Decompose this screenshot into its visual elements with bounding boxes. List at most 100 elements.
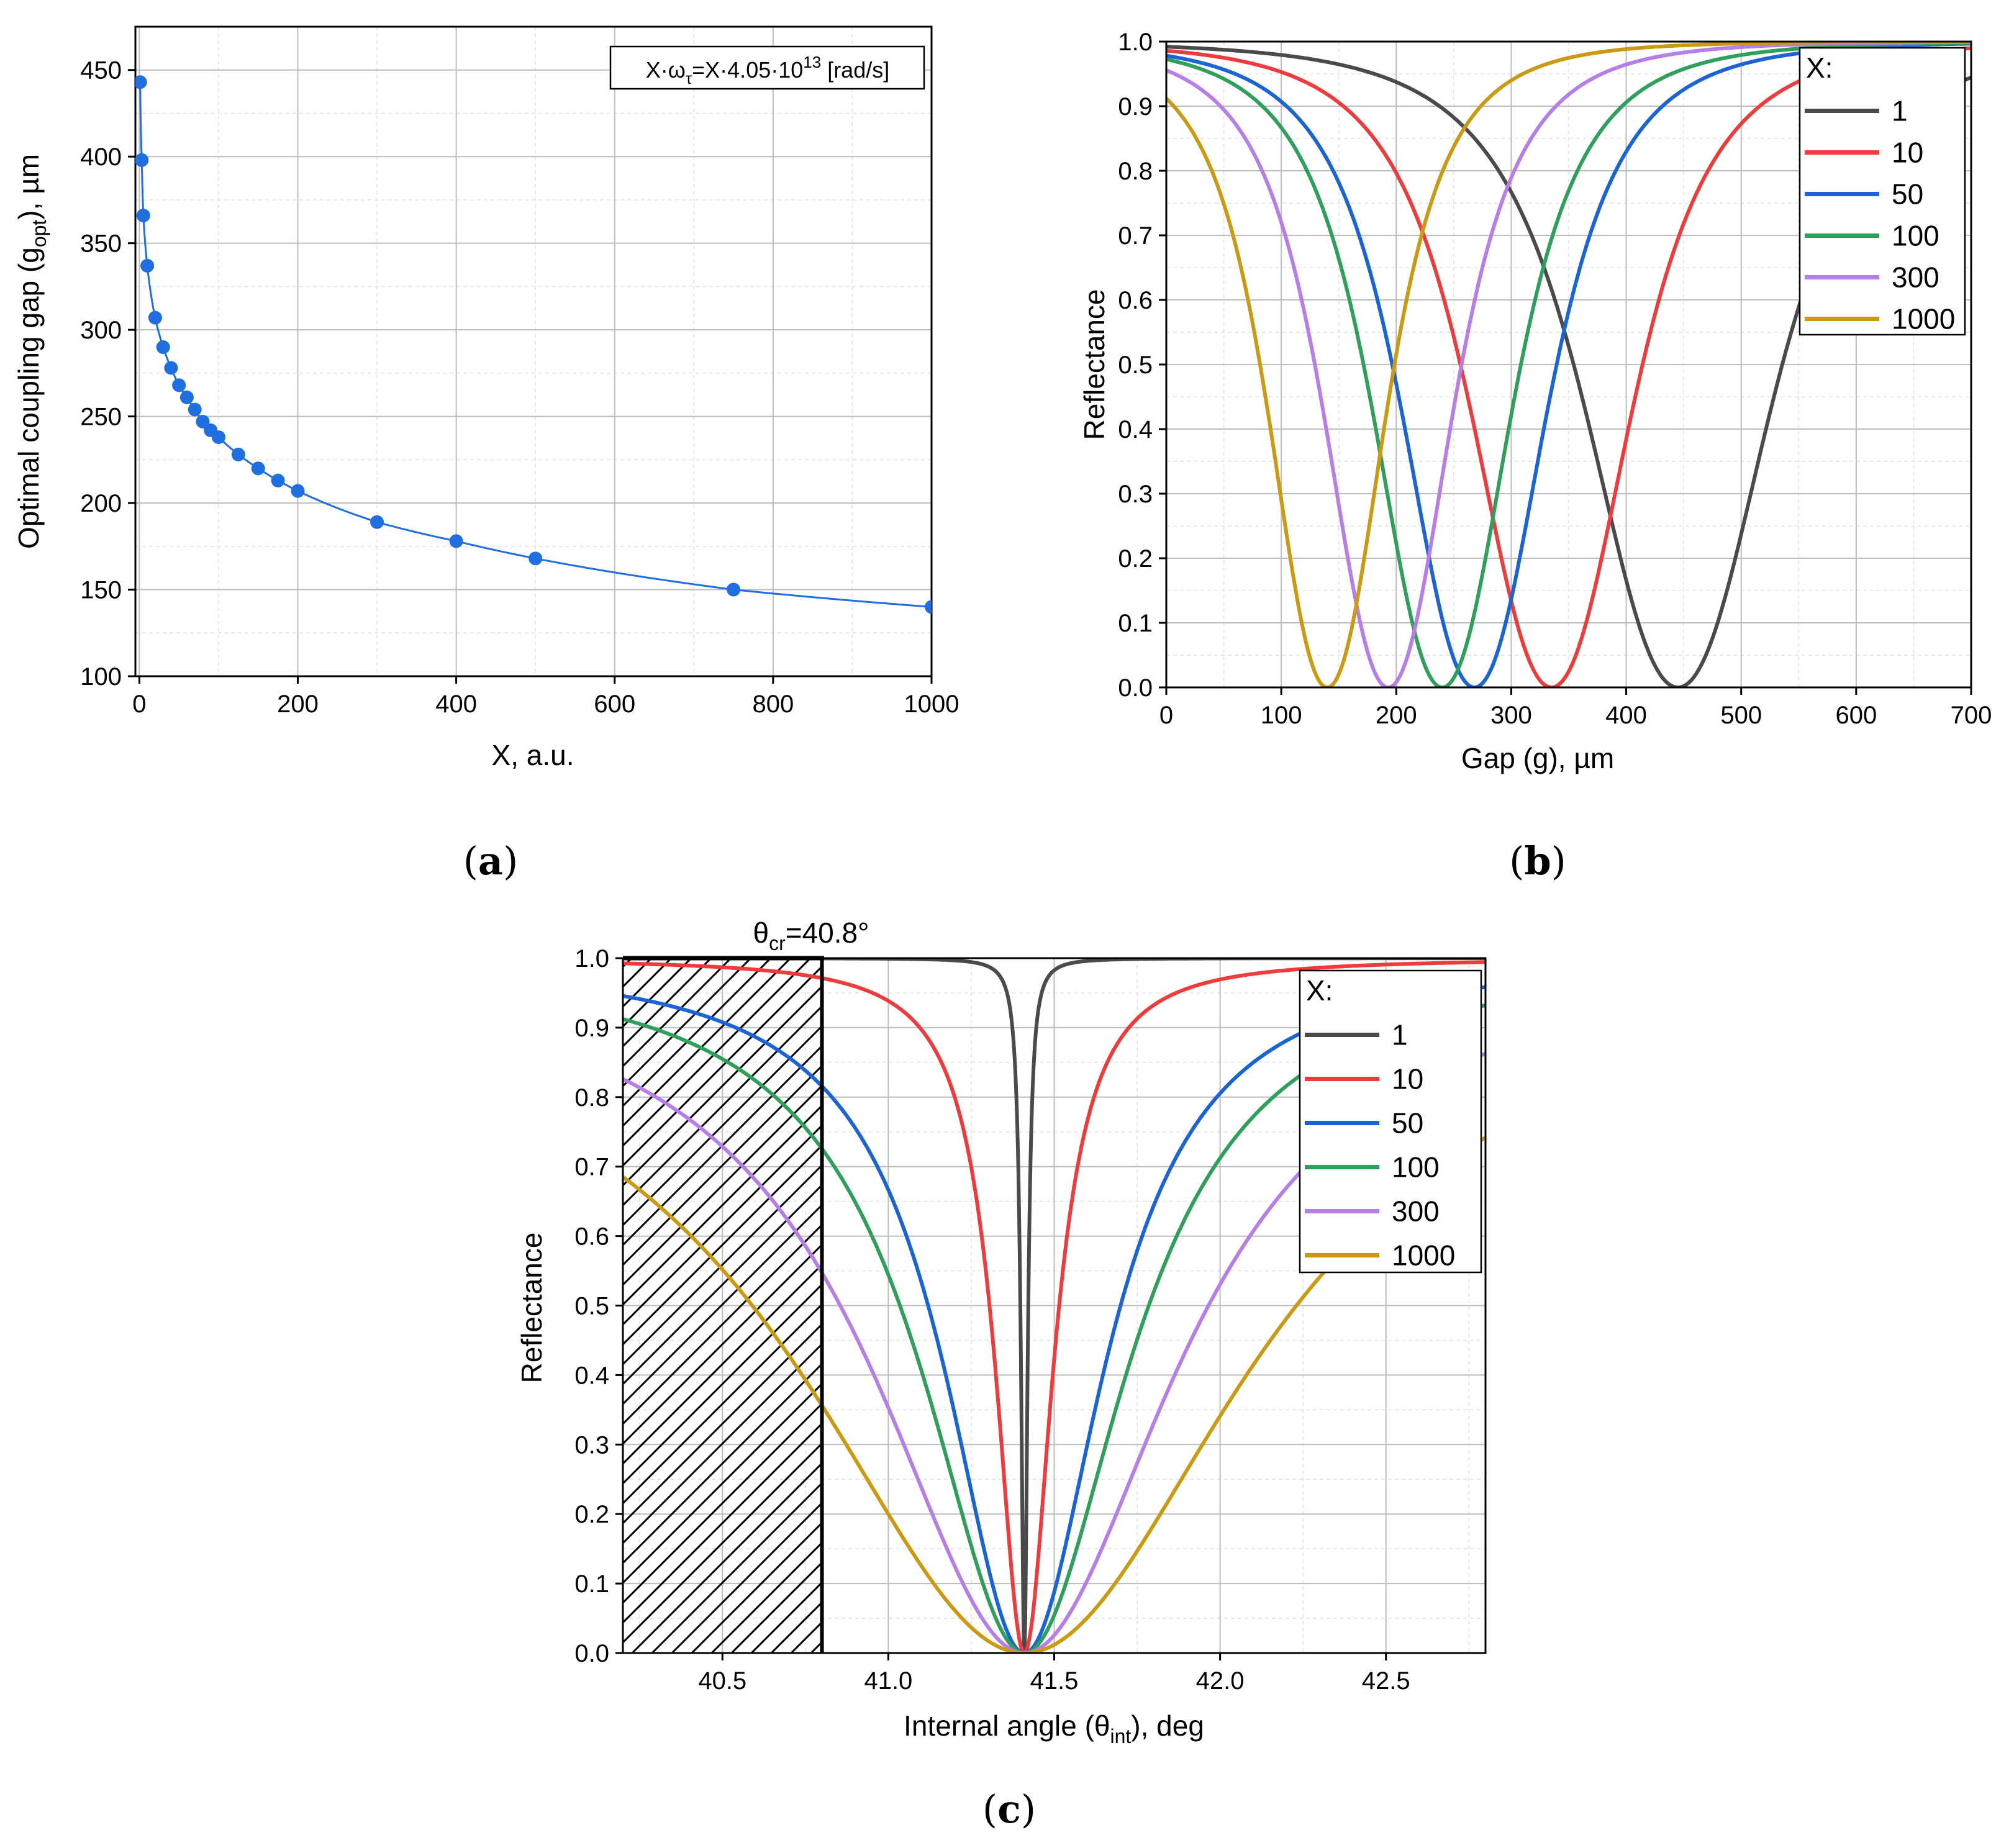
legend-label-1000: 1000: [1392, 1239, 1455, 1272]
a-annotation-box: [609, 45, 925, 90]
b-ytick-label: 0.6: [1118, 287, 1153, 314]
b-ylabel: Reflectance: [1078, 289, 1110, 440]
a-xtick-label: 200: [277, 691, 319, 718]
a-grid: [135, 27, 932, 677]
a-ytick-label: 350: [80, 230, 122, 258]
a-data-point: [179, 390, 194, 404]
b-series-100: [1166, 42, 1971, 687]
c-series-10: [623, 960, 1486, 1653]
a-data-point: [148, 310, 162, 325]
a-ytick-label: 400: [80, 143, 122, 171]
b-xtick-label: 400: [1605, 702, 1647, 729]
b-ytick-label: 0.0: [1118, 674, 1153, 702]
a-ticks: 0 200 400 600 800 1000 100 150 200 250 300 350 400 45…: [80, 57, 959, 718]
caption-a: (a): [463, 838, 519, 884]
a-data-point: [188, 402, 202, 417]
c-ticks: 40.5 41.0 41.5 42.0 42.5 0.0 0.1 0.2 0.3 0.4 0.5 0.…: [574, 945, 1410, 1695]
a-ytick-label: 300: [80, 317, 122, 344]
c-ytick-label: 0.7: [574, 1154, 609, 1181]
panel-c-chart: 40.5 41.0 41.5 42.0 42.5 0.0 0.1 0.2 0.3 0.4 0.5 0.…: [515, 917, 1487, 1832]
b-ytick-label: 0.1: [1118, 610, 1153, 637]
b-ticks: 0 100 200 300 400 500 600 700 0.0 0.1 0.2 0.3 0.4 0.5…: [1118, 29, 1992, 729]
b-ytick-label: 0.9: [1118, 93, 1153, 120]
a-xtick-label: 400: [435, 691, 477, 718]
a-ylabel: Optimal coupling gap (gopt), µm: [12, 154, 50, 549]
legend-box: [1799, 47, 1966, 336]
a-data-point: [528, 551, 543, 566]
b-xtick-label: 100: [1261, 702, 1302, 729]
legend-label-10: 10: [1392, 1063, 1423, 1095]
a-data-point: [140, 258, 155, 273]
b-xtick-label: 500: [1720, 702, 1762, 729]
c-ytick-label: 0.0: [574, 1640, 609, 1667]
a-data-point: [727, 582, 741, 597]
b-xtick-label: 0: [1159, 702, 1173, 729]
c-legend: X: 1 10 50 100 300 1000: [1299, 969, 1482, 1274]
c-ytick-label: 0.4: [574, 1362, 609, 1389]
c-ytick-label: 0.9: [574, 1015, 609, 1042]
a-frame: [134, 25, 933, 677]
a-annotation: X·ωτ=X·4.05·1013 [rad/s]: [609, 45, 925, 90]
a-ytick-label: 100: [80, 663, 122, 691]
c-xlabel: Internal angle (θint), deg: [904, 1710, 1204, 1747]
b-xlabel: Gap (g), µm: [1461, 742, 1614, 774]
b-ytick-label: 1.0: [1118, 29, 1153, 56]
c-xtick-label: 42.0: [1196, 1667, 1245, 1695]
a-data-point: [449, 534, 463, 548]
a-data-point: [211, 430, 225, 445]
a-data-point: [156, 340, 170, 355]
b-ytick-label: 0.5: [1118, 351, 1153, 379]
legend-label-1: 1: [1392, 1019, 1408, 1051]
c-xtick-label: 40.5: [698, 1667, 746, 1695]
a-data-point: [172, 378, 186, 392]
a-xlabel: X, a.u.: [492, 739, 574, 771]
c-ytick-label: 0.6: [574, 1223, 609, 1251]
c-ytick-label: 0.2: [574, 1501, 609, 1528]
legend-label-100: 100: [1392, 1151, 1440, 1184]
panel-a-chart: 0 200 400 600 800 1000 100 150 200 250 300 350 400 45…: [12, 25, 959, 884]
a-ytick-label: 200: [80, 490, 122, 517]
b-ytick-label: 0.8: [1118, 158, 1153, 185]
c-ylabel: Reflectance: [515, 1233, 548, 1384]
c-ytick-label: 1.0: [574, 945, 609, 972]
legend-label-300: 300: [1392, 1195, 1440, 1228]
a-ytick-label: 450: [80, 57, 122, 84]
a-ytick-label: 150: [80, 577, 122, 604]
legend-label-10: 10: [1892, 137, 1923, 169]
a-data-point: [291, 484, 305, 498]
a-data-point: [231, 447, 245, 461]
b-legend: X: 1 10 50 100 300 1000: [1799, 47, 1966, 336]
b-xtick-label: 200: [1376, 702, 1417, 729]
a-ytick-label: 250: [80, 404, 122, 431]
a-xtick-label: 1000: [904, 691, 959, 718]
legend-title: X:: [1806, 52, 1833, 84]
a-series: [135, 75, 932, 614]
b-ytick-label: 0.7: [1118, 222, 1153, 250]
c-ytick-label: 0.5: [574, 1293, 609, 1320]
a-data-point: [925, 600, 932, 614]
c-xtick-label: 42.5: [1362, 1667, 1410, 1695]
a-data-point: [370, 515, 384, 529]
b-ytick-label: 0.4: [1118, 416, 1153, 443]
a-xtick-label: 600: [594, 691, 635, 718]
legend-label-300: 300: [1892, 261, 1939, 294]
legend-title: X:: [1306, 974, 1333, 1007]
b-xtick-label: 700: [1951, 702, 1992, 729]
c-critical-label: θcr=40.8°: [753, 917, 869, 954]
legend-label-50: 50: [1892, 178, 1923, 211]
legend-label-1: 1: [1892, 95, 1908, 127]
b-xtick-label: 600: [1835, 702, 1877, 729]
legend-label-1000: 1000: [1892, 303, 1955, 335]
a-data-point: [135, 75, 147, 89]
b-ytick-label: 0.2: [1118, 545, 1153, 573]
legend-label-50: 50: [1392, 1107, 1423, 1139]
caption-b: (b): [1509, 838, 1566, 884]
c-hatched-region: [623, 958, 822, 1653]
c-ytick-label: 0.8: [574, 1084, 609, 1112]
panel-b-chart: 0 100 200 300 400 500 600 700 0.0 0.1 0.2 0.3 0.4 0.5…: [1078, 29, 1992, 884]
a-data-point: [135, 153, 149, 167]
caption-c: (c): [982, 1787, 1036, 1832]
a-xtick-label: 0: [132, 691, 146, 718]
c-xtick-label: 41.5: [1030, 1667, 1079, 1695]
